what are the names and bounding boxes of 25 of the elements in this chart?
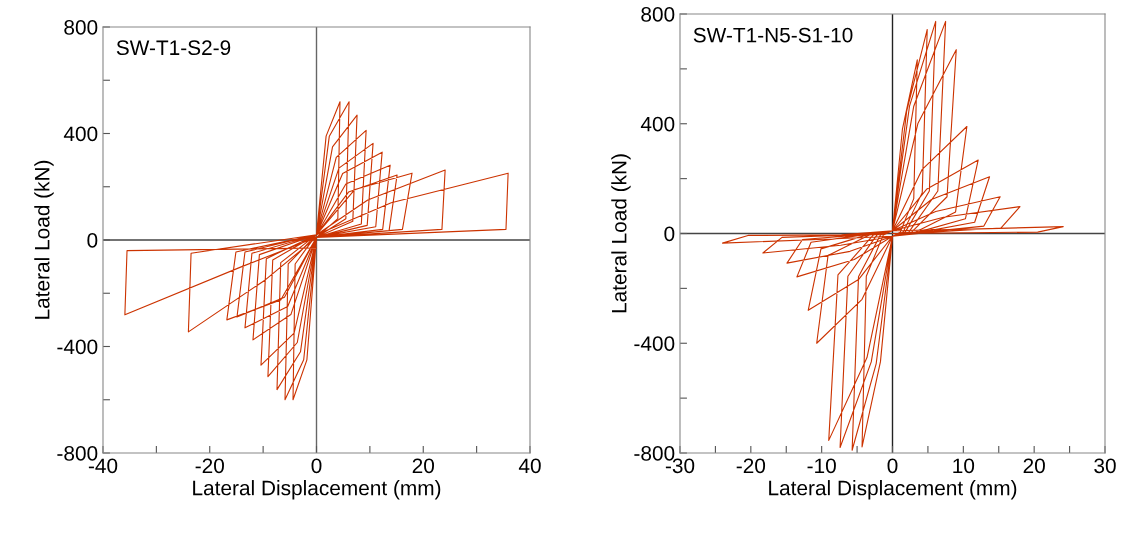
x-tick-label: -20 <box>195 458 224 474</box>
x-tick-label: -20 <box>736 458 766 474</box>
annotation: SW-T1-N5-S1-10 <box>693 27 853 43</box>
y-tick-label: 400 <box>640 116 675 132</box>
y-axis-title: Lateral Load (kN) <box>34 160 54 319</box>
x-tick-label: 40 <box>518 458 541 474</box>
x-tick-label: -10 <box>807 458 836 474</box>
x-tick-label: 20 <box>1023 458 1045 474</box>
y-tick-label: 800 <box>64 20 98 35</box>
y-tick-label: -400 <box>634 336 675 351</box>
x-tick-label: 10 <box>953 458 975 474</box>
x-axis-title: Lateral Displacement (mm) <box>193 480 441 500</box>
y-tick-label: 0 <box>87 233 98 248</box>
annotation: SW-T1-S2-9 <box>116 40 231 56</box>
y-tick-label: 800 <box>641 7 675 22</box>
x-tick-label: 0 <box>311 458 322 474</box>
y-tick-label: 400 <box>63 126 98 142</box>
x-tick-label: 30 <box>1094 458 1116 474</box>
y-tick-label: 0 <box>664 226 675 242</box>
x-tick-label: 20 <box>412 458 435 474</box>
x-axis-title: Lateral Displacement (mm) <box>769 480 1017 500</box>
y-axis-title: Lateral Load (kN) <box>611 154 631 313</box>
line-series <box>124 101 509 401</box>
y-tick-label: -400 <box>57 339 98 355</box>
x-tick-label: 0 <box>887 458 898 474</box>
